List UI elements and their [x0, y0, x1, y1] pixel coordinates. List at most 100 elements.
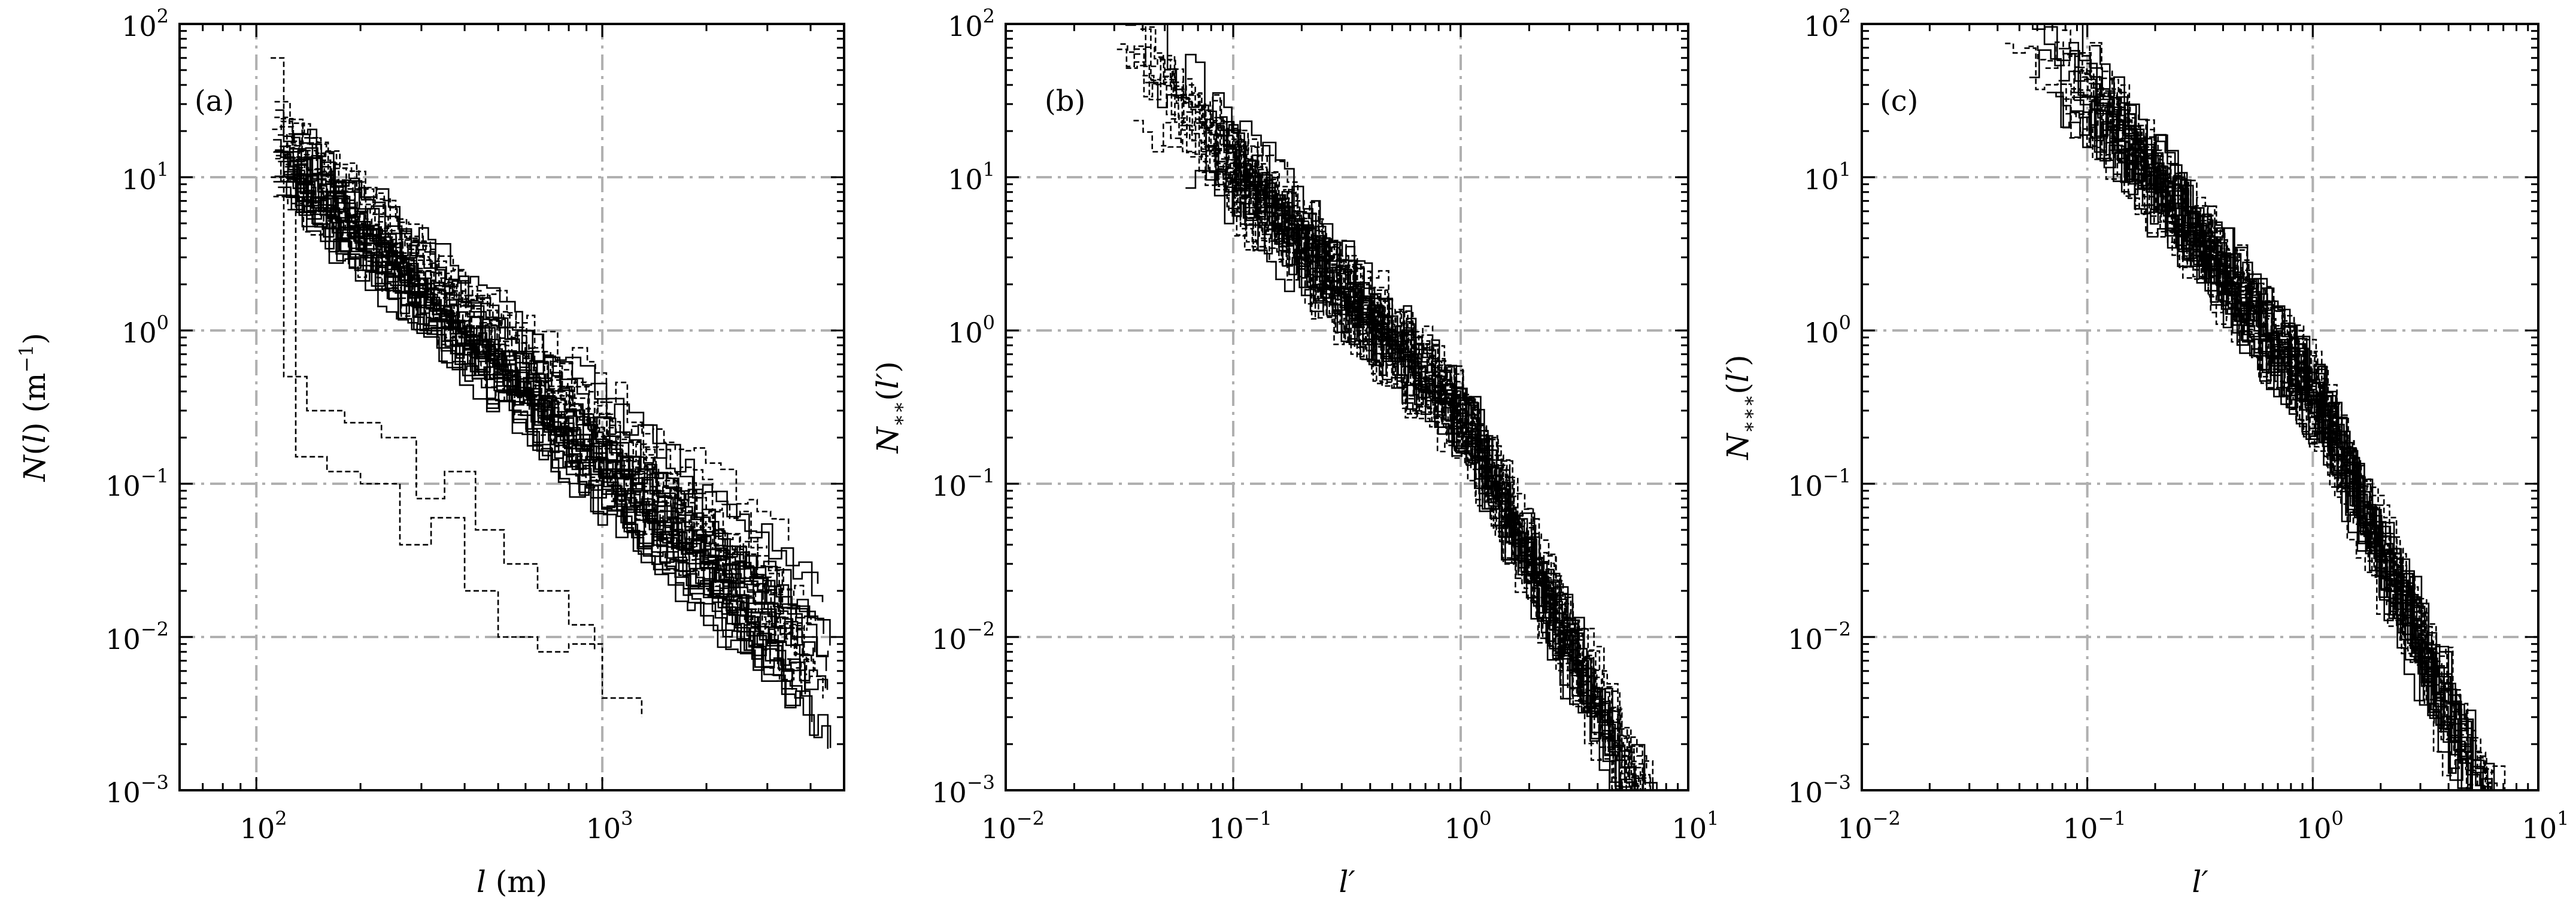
series-line: [2060, 83, 2498, 790]
series-line: [280, 118, 790, 544]
series-line: [1216, 125, 1621, 754]
series-line: [2090, 45, 2472, 750]
series-line: [2108, 96, 2493, 790]
series-line: [2071, 92, 2482, 790]
y-tick-label: 10−1: [105, 465, 169, 502]
series-line: [273, 139, 814, 656]
series-line: [1232, 160, 1585, 648]
series-line: [1226, 152, 1652, 790]
series-line: [2094, 123, 2461, 762]
series-line: [2101, 77, 2492, 790]
x-tick-label: 100: [2296, 807, 2344, 845]
series-line: [1206, 150, 1585, 697]
series-line: [286, 195, 793, 690]
y-tick-label: 102: [948, 5, 995, 43]
series-line: [1181, 94, 1642, 790]
series-line: [2082, 24, 2481, 785]
series-group: [2005, 24, 2506, 790]
y-axis-label: N∗∗(l′): [870, 361, 910, 454]
series-line: [2080, 52, 2493, 790]
series-line: [287, 208, 832, 748]
y-tick-label: 10−1: [932, 465, 995, 502]
x-tick-label: 101: [1672, 807, 1719, 845]
series-line: [2108, 107, 2506, 790]
series-line: [1234, 217, 1637, 790]
y-tick-label: 102: [1804, 5, 1851, 43]
series-line: [275, 154, 772, 620]
series-line: [2032, 24, 2485, 790]
panel-tag: (b): [1045, 84, 1085, 118]
series-line: [1133, 120, 1636, 790]
series-line: [1206, 145, 1601, 739]
series-line: [2055, 92, 2442, 731]
series-line: [2046, 92, 2469, 790]
x-tick-label: 10−1: [1209, 807, 1272, 845]
y-tick-label: 100: [948, 311, 995, 349]
panel-a: 102 103 10−3 10−2 10−1 100 101 102 l (m) N(l) (m−…: [15, 5, 845, 899]
series-line: [1142, 75, 1651, 790]
axes-frame: [1861, 23, 2539, 791]
series-line: [1125, 59, 1647, 769]
series-group: [1116, 24, 1658, 790]
series-line: [2100, 78, 2432, 661]
series-line: [274, 101, 812, 624]
y-tick-label: 100: [122, 311, 169, 349]
series-line: [287, 181, 829, 749]
series-line: [1190, 149, 1634, 790]
series-line: [1145, 81, 1571, 700]
x-tick-label: 101: [2522, 807, 2569, 845]
series-line: [291, 136, 824, 602]
x-tick-label: 10−2: [1837, 807, 1901, 845]
series-line: [2005, 43, 2456, 766]
x-tick-label: 103: [586, 807, 633, 845]
x-axis-label: l (m): [477, 864, 547, 899]
series-line: [2102, 106, 2438, 696]
series-line: [2105, 113, 2472, 790]
series-line: [1224, 178, 1632, 790]
series-line: [2110, 138, 2473, 790]
series-line: [1134, 53, 1643, 790]
outlier-series-line: [271, 57, 596, 652]
grid: [180, 24, 844, 790]
y-tick-label: 10−2: [932, 618, 995, 656]
series-line: [2071, 88, 2468, 790]
series-line: [1204, 121, 1617, 790]
panel-c: 10−2 10−1 100 10110−310−210−1100101102l′N∗∗…: [1721, 5, 2569, 899]
panel-tag: (c): [1880, 84, 1918, 118]
y-axis-label: N(l) (m−1): [15, 333, 52, 482]
series-line: [1231, 190, 1563, 673]
x-tick-label: 10−1: [2063, 807, 2126, 845]
series-line: [286, 163, 805, 599]
x-axis-label: l′: [2192, 864, 2208, 899]
outlier-series-line: [271, 176, 643, 717]
y-tick-label: 101: [1804, 158, 1851, 196]
axes-frame: [178, 23, 845, 791]
y-tick-label: 100: [1804, 311, 1851, 349]
y-tick-label: 101: [948, 158, 995, 196]
panel-tag: (a): [195, 84, 234, 118]
series-group: [271, 57, 832, 749]
y-tick-label: 10−2: [1788, 618, 1851, 656]
y-tick-label: 10−2: [105, 618, 169, 656]
series-line: [1224, 194, 1579, 700]
series-line: [2086, 62, 2493, 790]
axes-frame: [1005, 23, 1689, 791]
x-tick-label: 102: [240, 807, 287, 845]
y-tick-label: 10−3: [105, 771, 169, 809]
ticks: [1005, 23, 1689, 791]
panel-b: 10−2 10−1 100 10110−310−210−1100101102l′N∗∗…: [870, 5, 1719, 899]
y-tick-label: 10−1: [1788, 465, 1851, 502]
x-tick-label: 100: [1445, 807, 1492, 845]
y-tick-label: 102: [122, 5, 169, 43]
series-line: [2029, 49, 2463, 790]
x-axis-label: l′: [1339, 864, 1355, 899]
y-tick-label: 10−3: [932, 771, 995, 809]
series-line: [2069, 113, 2434, 717]
y-tick-label: 10−3: [1788, 771, 1851, 809]
x-tick-label: 10−2: [981, 807, 1045, 845]
series-line: [272, 120, 795, 600]
y-axis-label: N∗∗∗(l′): [1721, 354, 1760, 460]
series-line: [2114, 163, 2473, 790]
series-line: [1231, 171, 1616, 790]
